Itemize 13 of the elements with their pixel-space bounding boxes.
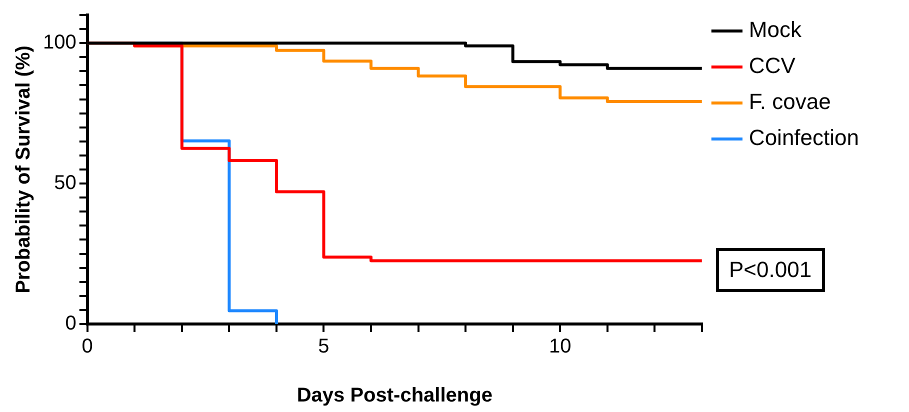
- x-tick-label: 10: [548, 336, 572, 358]
- x-axis-title: Days Post-challenge: [296, 384, 492, 407]
- y-tick-label: 0: [65, 312, 76, 335]
- x-tick-label: 5: [318, 336, 330, 358]
- y-tick-label: 50: [54, 172, 76, 194]
- text: P<0.001: [716, 248, 825, 292]
- legend-label: F. covae: [748, 89, 831, 114]
- x-tick-label: 0: [82, 336, 93, 358]
- y-tick-label: 100: [42, 32, 76, 54]
- y-axis-title: Probability of Survival (%): [12, 46, 35, 294]
- legend-label: Coinfection: [748, 125, 860, 150]
- legend-label: CCV: [748, 53, 796, 78]
- legend-label: Mock: [748, 17, 802, 42]
